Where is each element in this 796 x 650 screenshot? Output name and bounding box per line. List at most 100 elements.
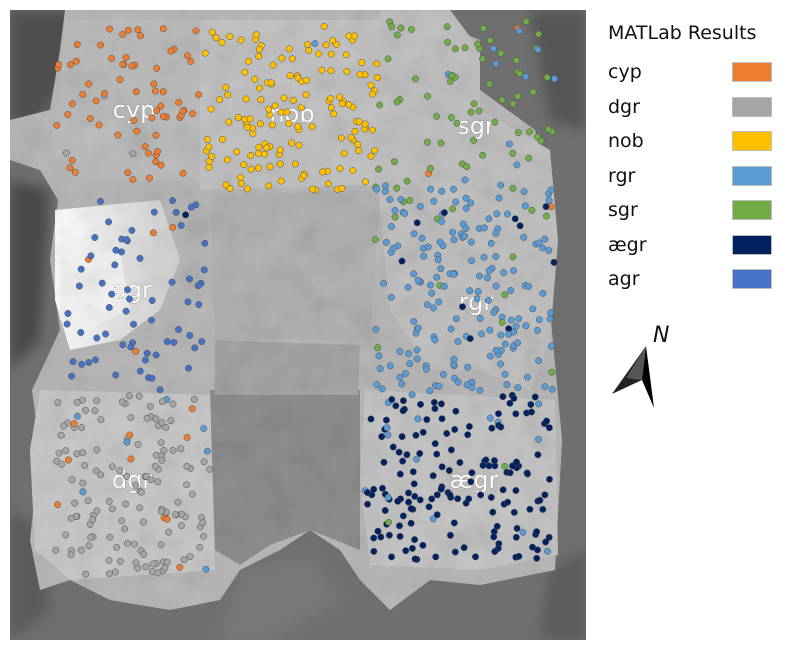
point-agr xyxy=(77,329,85,336)
point-aegr xyxy=(407,519,415,527)
point-rgr xyxy=(480,253,488,261)
point-cyp xyxy=(64,456,72,464)
point-cyp xyxy=(188,405,196,413)
point-rgr xyxy=(376,365,384,373)
point-dgr xyxy=(106,533,114,541)
point-cyp xyxy=(160,112,167,120)
point-cyp xyxy=(68,156,76,164)
point-agr xyxy=(91,234,99,241)
point-aegr xyxy=(465,423,473,430)
point-dgr xyxy=(171,511,179,519)
point-rgr xyxy=(203,447,211,455)
point-cyp xyxy=(124,26,132,34)
point-cyp xyxy=(134,26,142,34)
point-aegr xyxy=(379,484,386,492)
point-agr xyxy=(186,332,194,339)
point-aegr xyxy=(516,222,524,230)
point-sgr xyxy=(475,107,483,115)
point-dgr xyxy=(200,458,208,466)
point-dgr xyxy=(161,564,169,572)
point-sgr xyxy=(411,75,419,83)
legend-item-label: sgr xyxy=(608,199,638,221)
point-agr xyxy=(148,297,156,304)
point-agr xyxy=(168,278,176,286)
point-sgr xyxy=(509,184,517,192)
point-cyp xyxy=(149,229,157,237)
point-nob xyxy=(327,67,335,75)
point-cyp xyxy=(159,25,167,33)
point-nob xyxy=(354,141,362,148)
point-rgr xyxy=(492,282,500,290)
point-cyp xyxy=(133,127,141,135)
point-nob xyxy=(340,149,348,157)
point-rgr xyxy=(473,295,481,303)
point-cyp xyxy=(146,174,153,182)
point-agr xyxy=(102,330,110,338)
point-cyp xyxy=(55,61,63,69)
point-rgr xyxy=(391,207,399,214)
point-rgr xyxy=(545,197,553,204)
point-dgr xyxy=(130,540,138,548)
point-aegr xyxy=(534,451,542,459)
point-nob xyxy=(226,185,234,192)
point-aegr xyxy=(510,394,518,402)
point-aegr xyxy=(495,410,502,418)
point-nob xyxy=(283,108,291,116)
point-aegr xyxy=(423,416,431,424)
point-sgr xyxy=(403,177,411,185)
point-dgr xyxy=(73,450,81,458)
point-dgr xyxy=(177,522,185,530)
point-rgr xyxy=(414,415,422,423)
point-rgr xyxy=(434,256,442,264)
point-agr xyxy=(187,203,195,211)
point-dgr xyxy=(67,514,75,522)
point-rgr xyxy=(492,346,500,354)
point-nob xyxy=(223,156,231,164)
point-dgr xyxy=(135,392,143,400)
point-aegr xyxy=(408,544,416,552)
point-nob xyxy=(369,126,376,134)
point-dgr xyxy=(165,528,173,536)
point-dgr xyxy=(54,399,62,407)
point-agr xyxy=(148,316,155,324)
point-aegr xyxy=(546,475,553,483)
point-dgr xyxy=(148,568,156,575)
point-aegr xyxy=(398,257,406,265)
point-cyp xyxy=(153,107,161,115)
point-rgr xyxy=(396,373,404,381)
point-dgr xyxy=(92,467,100,475)
point-nob xyxy=(288,139,295,147)
point-dgr xyxy=(108,505,116,513)
point-agr xyxy=(148,374,156,382)
legend-item-label: nob xyxy=(608,130,644,152)
point-sgr xyxy=(526,128,533,136)
point-aegr xyxy=(531,393,539,401)
point-dgr xyxy=(52,546,60,554)
point-sgr xyxy=(509,253,517,261)
legend-item-label: cyp xyxy=(608,61,642,83)
point-sgr xyxy=(448,113,455,121)
point-aegr xyxy=(382,416,390,424)
point-aegr xyxy=(429,472,437,480)
point-rgr xyxy=(492,229,500,237)
point-sgr xyxy=(514,92,522,100)
point-agr xyxy=(111,261,119,269)
point-dgr xyxy=(123,539,131,547)
point-dgr xyxy=(149,560,157,568)
point-nob xyxy=(367,81,375,89)
point-rgr xyxy=(427,281,434,289)
point-cyp xyxy=(119,30,127,38)
point-cyp xyxy=(114,131,122,139)
point-nob xyxy=(255,164,262,172)
point-nob xyxy=(243,185,251,193)
point-nob xyxy=(205,143,213,151)
point-aegr xyxy=(438,415,446,423)
point-aegr xyxy=(467,478,475,486)
point-nob xyxy=(222,83,230,91)
point-aegr xyxy=(377,533,385,541)
point-dgr xyxy=(157,541,165,549)
point-cyp xyxy=(64,111,72,118)
point-rgr xyxy=(406,360,414,368)
point-dgr xyxy=(186,553,194,560)
point-aegr xyxy=(536,496,544,504)
